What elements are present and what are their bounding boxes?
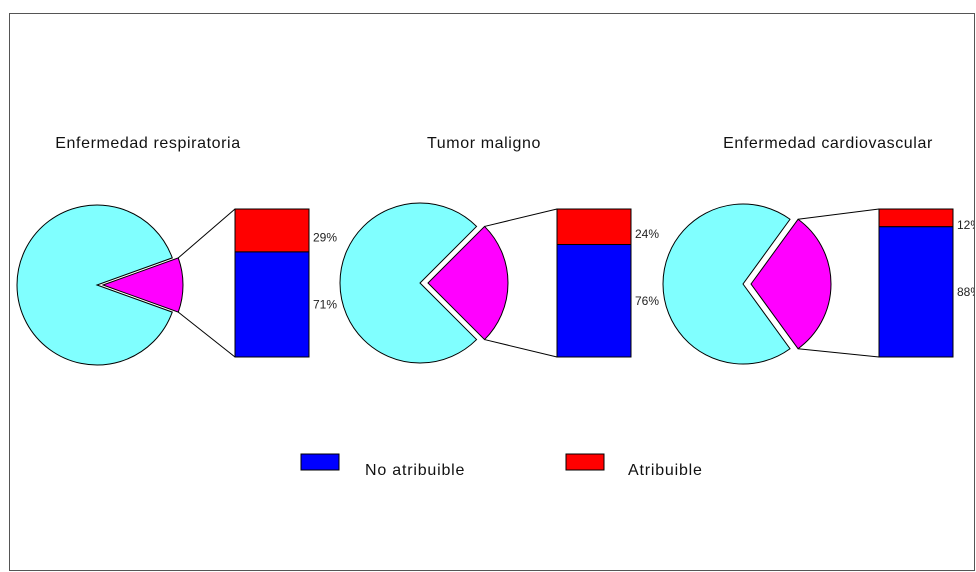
data-label-atribuible: 29% (313, 230, 337, 244)
data-label-no-atribuible: 71% (313, 297, 337, 311)
pie-exploded-slice (750, 218, 832, 350)
pie-main-slice (662, 203, 791, 365)
bar-segment-atribuible (556, 208, 632, 246)
legend-label-no-atribuible: No atribuible (365, 462, 465, 479)
legend-swatch-atribuible (565, 453, 605, 471)
legend-label-atribuible: Atribuible (628, 462, 703, 479)
bar-segment-atribuible (234, 208, 310, 253)
legend-swatch-no-atribuible (300, 453, 340, 471)
data-label-no-atribuible: 88% (957, 285, 975, 299)
data-label-atribuible: 24% (635, 227, 659, 241)
data-label-no-atribuible: 76% (635, 294, 659, 308)
bar-segment-atribuible (878, 208, 954, 228)
pie-exploded-slice (101, 257, 184, 313)
connector-line-bottom (797, 348, 880, 358)
connector-line-top (484, 208, 558, 227)
connector-line-top (797, 208, 880, 220)
connector-line-bottom (177, 311, 236, 358)
chart-panel-2: Tumor maligno 24% 76% (339, 135, 659, 364)
chart-panel-1: Enfermedad respiratoria 29% 71% (16, 135, 337, 366)
pie-main-slice (339, 202, 478, 364)
connector-line-bottom (484, 339, 558, 358)
chart-title: Enfermedad cardiovascular (723, 135, 933, 152)
data-label-atribuible: 12% (957, 218, 975, 232)
bar-segment-no-atribuible (556, 244, 632, 358)
pie-main-slice (16, 204, 173, 366)
chart-title: Enfermedad respiratoria (55, 135, 240, 152)
chart-title: Tumor maligno (427, 135, 541, 152)
legend: No atribuible Atribuible (300, 453, 703, 479)
chart-panel-3: Enfermedad cardiovascular 12% 88% (662, 135, 975, 365)
connector-line-top (177, 208, 236, 259)
bar-segment-no-atribuible (878, 226, 954, 358)
chart-frame: Enfermedad respiratoria 29% 71% Tumor malig… (9, 13, 975, 571)
bar-segment-no-atribuible (234, 251, 310, 358)
pie-exploded-slice (427, 225, 509, 341)
